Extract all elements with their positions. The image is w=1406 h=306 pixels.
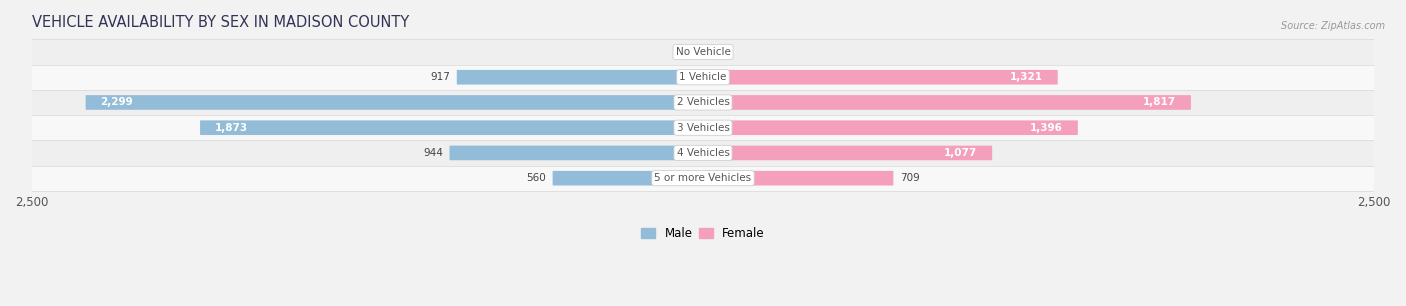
Bar bbox=[32, 115, 1374, 140]
Text: 5 or more Vehicles: 5 or more Vehicles bbox=[654, 173, 752, 183]
Bar bbox=[32, 39, 1374, 65]
Text: 944: 944 bbox=[423, 148, 443, 158]
Legend: Male, Female: Male, Female bbox=[637, 222, 769, 245]
Text: 1,396: 1,396 bbox=[1031, 123, 1063, 133]
Text: 560: 560 bbox=[526, 173, 546, 183]
Text: 1,873: 1,873 bbox=[215, 123, 247, 133]
Text: 4 Vehicles: 4 Vehicles bbox=[676, 148, 730, 158]
Text: 1,321: 1,321 bbox=[1010, 72, 1043, 82]
Text: 1 Vehicle: 1 Vehicle bbox=[679, 72, 727, 82]
Bar bbox=[32, 166, 1374, 191]
Bar bbox=[32, 90, 1374, 115]
Text: 2,299: 2,299 bbox=[100, 98, 134, 107]
FancyBboxPatch shape bbox=[695, 45, 703, 59]
Text: 32: 32 bbox=[675, 47, 688, 57]
FancyBboxPatch shape bbox=[703, 146, 993, 160]
FancyBboxPatch shape bbox=[450, 146, 703, 160]
Text: 709: 709 bbox=[900, 173, 920, 183]
Text: VEHICLE AVAILABILITY BY SEX IN MADISON COUNTY: VEHICLE AVAILABILITY BY SEX IN MADISON C… bbox=[32, 15, 409, 30]
Text: 11: 11 bbox=[713, 47, 725, 57]
Text: Source: ZipAtlas.com: Source: ZipAtlas.com bbox=[1281, 21, 1385, 32]
Text: No Vehicle: No Vehicle bbox=[675, 47, 731, 57]
Text: 1,077: 1,077 bbox=[945, 148, 977, 158]
FancyBboxPatch shape bbox=[703, 95, 1191, 110]
FancyBboxPatch shape bbox=[553, 171, 703, 185]
Bar bbox=[32, 140, 1374, 166]
Text: 917: 917 bbox=[430, 72, 450, 82]
FancyBboxPatch shape bbox=[86, 95, 703, 110]
Bar bbox=[32, 65, 1374, 90]
FancyBboxPatch shape bbox=[703, 120, 1078, 135]
Text: 1,817: 1,817 bbox=[1143, 98, 1177, 107]
FancyBboxPatch shape bbox=[457, 70, 703, 84]
Text: 3 Vehicles: 3 Vehicles bbox=[676, 123, 730, 133]
FancyBboxPatch shape bbox=[703, 45, 706, 59]
FancyBboxPatch shape bbox=[703, 70, 1057, 84]
Text: 2 Vehicles: 2 Vehicles bbox=[676, 98, 730, 107]
FancyBboxPatch shape bbox=[703, 171, 893, 185]
FancyBboxPatch shape bbox=[200, 120, 703, 135]
